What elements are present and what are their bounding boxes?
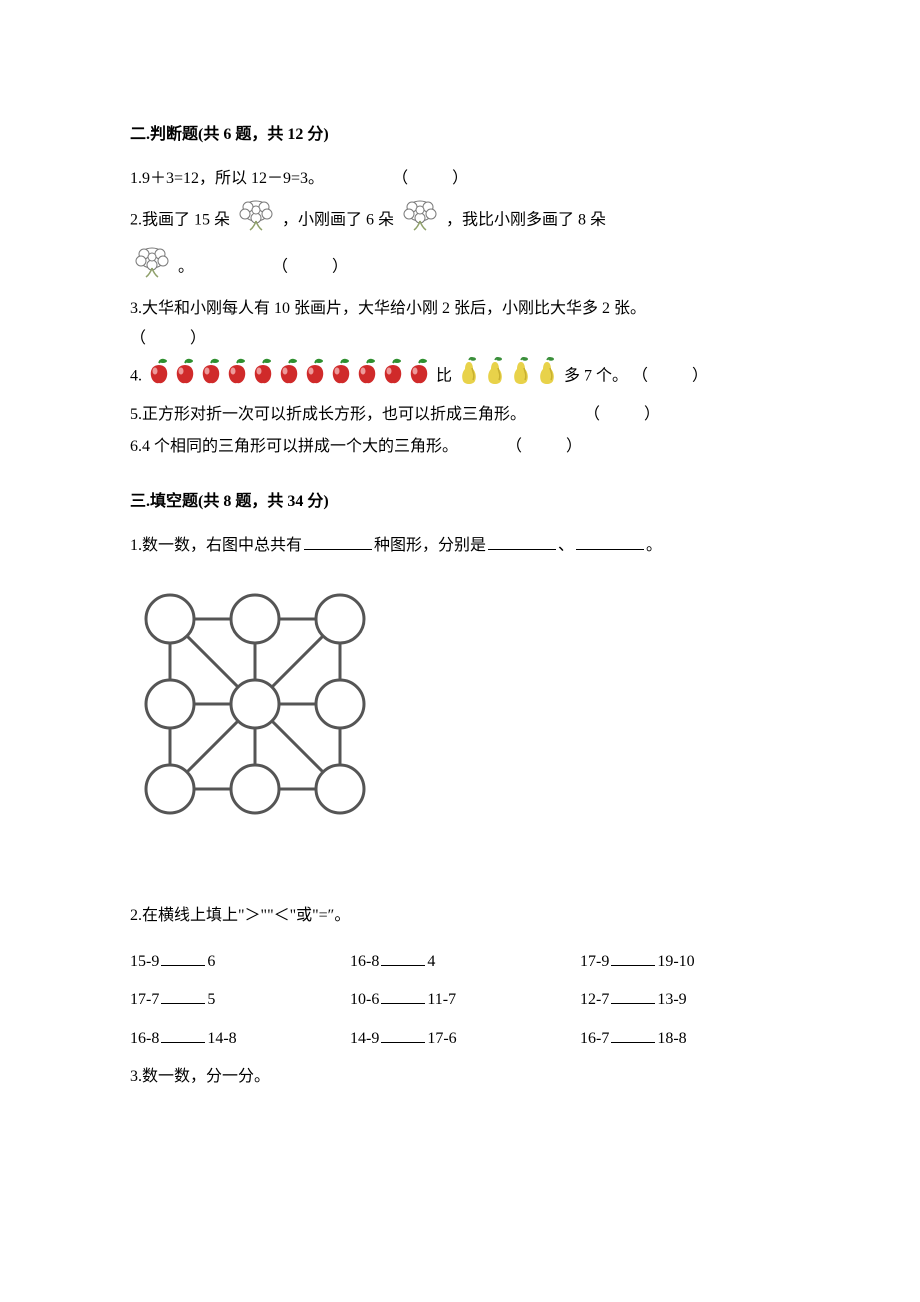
- compare-right: 6: [207, 953, 215, 970]
- compare-row: 17-7 5 10-6 11-7 12-7 13-9: [130, 985, 790, 1015]
- pear-icon: [456, 356, 482, 397]
- compare-cell: 16-8 14-8: [130, 1024, 350, 1054]
- q-b6-paren[interactable]: （ ）: [506, 438, 586, 455]
- q-b2-mid1: ，小刚画了 6 朵: [282, 211, 394, 228]
- q-b3: 3.大华和小刚每人有 10 张画片，大华给小刚 2 张后，小刚比大华多 2 张。…: [130, 294, 790, 355]
- section-c-header: 三.填空题(共 8 题，共 34 分): [130, 487, 790, 517]
- fill-blank[interactable]: [576, 533, 644, 550]
- compare-left: 16-8: [350, 953, 379, 970]
- compare-cell: 12-7 13-9: [580, 985, 790, 1015]
- pear-icon: [534, 356, 560, 397]
- compare-right: 11-7: [427, 991, 456, 1008]
- q-b5-paren[interactable]: （ ）: [584, 406, 664, 423]
- pear-icon: [482, 356, 508, 397]
- q-b2-mid2: ，我比小刚多画了 8 朵: [446, 211, 606, 228]
- fill-blank[interactable]: [611, 1026, 655, 1043]
- pear-icon: [508, 356, 534, 397]
- apple-icon: [276, 357, 302, 396]
- apple-icon: [146, 357, 172, 396]
- pear-row: [456, 368, 560, 385]
- flower-icon: [236, 197, 276, 244]
- apple-row: [146, 368, 432, 385]
- q-b2-pre: 2.我画了 15 朵: [130, 211, 230, 228]
- flower-icon: [132, 244, 172, 291]
- compare-cell: 15-9 6: [130, 947, 350, 977]
- apple-icon: [328, 357, 354, 396]
- compare-left: 17-7: [130, 991, 159, 1008]
- q-b6: 6.4 个相同的三角形可以拼成一个大的三角形。 （ ）: [130, 432, 790, 462]
- q-b2-post: 。: [178, 259, 194, 276]
- compare-cell: 17-9 19-10: [580, 947, 790, 977]
- q-c1-post: 。: [646, 537, 662, 554]
- apple-icon: [198, 357, 224, 396]
- compare-row: 16-8 14-8 14-9 17-6 16-7 18-8: [130, 1024, 790, 1054]
- q-c3: 3.数一数，分一分。: [130, 1062, 790, 1092]
- compare-cell: 16-8 4: [350, 947, 580, 977]
- q-b1: 1.9＋3=12，所以 12－9=3。 （ ）: [130, 164, 790, 194]
- apple-icon: [250, 357, 276, 396]
- compare-right: 4: [427, 953, 435, 970]
- apple-icon: [406, 357, 432, 396]
- compare-right: 13-9: [657, 991, 686, 1008]
- compare-right: 14-8: [207, 1030, 236, 1047]
- compare-right: 18-8: [657, 1030, 686, 1047]
- compare-cell: 16-7 18-8: [580, 1024, 790, 1054]
- compare-left: 14-9: [350, 1030, 379, 1047]
- fill-blank[interactable]: [161, 1026, 205, 1043]
- compare-left: 12-7: [580, 991, 609, 1008]
- q-c1-sep: 、: [558, 537, 574, 554]
- fill-blank[interactable]: [381, 949, 425, 966]
- fill-blank[interactable]: [381, 1026, 425, 1043]
- compare-table: 15-9 6 16-8 4 17-9 19-10 17-7 5 10-6 11-7 12-7 13-9…: [130, 947, 790, 1054]
- apple-icon: [172, 357, 198, 396]
- q-c1-diagram: [130, 579, 790, 840]
- fill-blank[interactable]: [304, 533, 372, 550]
- compare-left: 10-6: [350, 991, 379, 1008]
- compare-right: 19-10: [657, 953, 694, 970]
- q-b1-paren[interactable]: （ ）: [392, 170, 472, 187]
- fill-blank[interactable]: [161, 987, 205, 1004]
- q-b2-paren[interactable]: （ ）: [272, 259, 352, 276]
- compare-cell: 17-7 5: [130, 985, 350, 1015]
- q-b4: 4. 比 多 7 个。 （ ）: [130, 356, 790, 397]
- q-b4-paren[interactable]: （ ）: [632, 368, 712, 385]
- compare-row: 15-9 6 16-8 4 17-9 19-10: [130, 947, 790, 977]
- q-b5: 5.正方形对折一次可以折成长方形，也可以折成三角形。 （ ）: [130, 400, 790, 430]
- compare-left: 15-9: [130, 953, 159, 970]
- apple-icon: [380, 357, 406, 396]
- apple-icon: [354, 357, 380, 396]
- section-b-header: 二.判断题(共 6 题，共 12 分): [130, 120, 790, 150]
- q-b4-post: 多 7 个。: [564, 368, 628, 385]
- q-c1-pre: 1.数一数，右图中总共有: [130, 537, 302, 554]
- q-b3-text: 3.大华和小刚每人有 10 张画片，大华给小刚 2 张后，小刚比大华多 2 张。: [130, 300, 646, 317]
- apple-icon: [224, 357, 250, 396]
- fill-blank[interactable]: [381, 987, 425, 1004]
- q-b6-text: 6.4 个相同的三角形可以拼成一个大的三角形。: [130, 438, 458, 455]
- q-c1-mid: 种图形，分别是: [374, 537, 486, 554]
- compare-right: 5: [207, 991, 215, 1008]
- compare-left: 17-9: [580, 953, 609, 970]
- compare-left: 16-8: [130, 1030, 159, 1047]
- compare-cell: 14-9 17-6: [350, 1024, 580, 1054]
- q-c1: 1.数一数，右图中总共有 种图形，分别是 、 。: [130, 531, 790, 561]
- apple-icon: [302, 357, 328, 396]
- fill-blank[interactable]: [161, 949, 205, 966]
- flower-icon: [400, 197, 440, 244]
- compare-cell: 10-6 11-7: [350, 985, 580, 1015]
- fill-blank[interactable]: [611, 987, 655, 1004]
- fill-blank[interactable]: [488, 533, 556, 550]
- q-b1-text: 1.9＋3=12，所以 12－9=3。: [130, 170, 324, 187]
- q-b5-text: 5.正方形对折一次可以折成长方形，也可以折成三角形。: [130, 406, 526, 423]
- q-b2: 2.我画了 15 朵 ，小刚画了 6 朵 ，我比小刚多画了 8 朵 。 （ ）: [130, 197, 790, 292]
- q-b3-paren[interactable]: （ ）: [130, 330, 210, 347]
- q-b4-mid: 比: [436, 368, 452, 385]
- compare-right: 17-6: [427, 1030, 456, 1047]
- q-c2-intro: 2.在横线上填上"＞""＜"或"=″。: [130, 901, 790, 931]
- fill-blank[interactable]: [611, 949, 655, 966]
- compare-left: 16-7: [580, 1030, 609, 1047]
- worksheet-page: 二.判断题(共 6 题，共 12 分) 1.9＋3=12，所以 12－9=3。 …: [0, 0, 920, 1155]
- q-b4-pre: 4.: [130, 368, 142, 385]
